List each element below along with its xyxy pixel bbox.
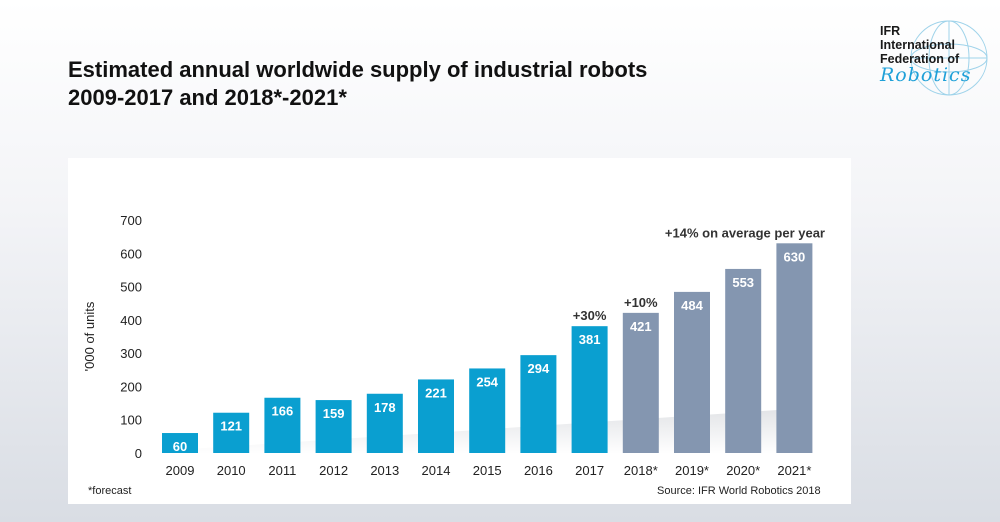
bar	[418, 379, 454, 453]
x-tick-label: 2017	[575, 463, 604, 478]
bar-value-label: 178	[374, 400, 396, 415]
growth-annotation: +10%	[624, 295, 658, 310]
title-line-1: Estimated annual worldwide supply of ind…	[68, 57, 648, 82]
logo-line-2: International	[880, 38, 956, 52]
bar	[315, 400, 352, 453]
growth-annotation: +14% on average per year	[665, 225, 825, 240]
logo-script: Robotics	[880, 64, 972, 86]
growth-annotation: +30%	[573, 308, 607, 323]
bar-value-label: 484	[681, 298, 703, 313]
x-tick-label: 2015	[473, 463, 502, 478]
bar	[162, 433, 198, 453]
bar-value-label: 630	[784, 249, 806, 264]
bar-chart: 0 100 200 300 400 500 600 700 '000 of units 60 200…	[82, 213, 825, 478]
y-tick-label: 700	[120, 213, 142, 228]
y-tick-label: 300	[120, 346, 142, 361]
bar-value-label: 159	[323, 406, 345, 421]
logo-line-3: Federation of	[880, 52, 960, 66]
y-tick-label: 200	[120, 379, 142, 394]
y-tick-label: 400	[120, 313, 142, 328]
x-tick-label: 2020*	[726, 463, 760, 478]
bar-value-label: 254	[476, 374, 498, 389]
x-tick-label: 2019*	[675, 463, 709, 478]
bar	[213, 412, 250, 453]
x-tick-label: 2014	[422, 463, 451, 478]
bar-value-label: 121	[220, 419, 242, 434]
y-axis-label: '000 of units	[82, 301, 97, 371]
bar-value-label: 553	[732, 275, 754, 290]
x-tick-label: 2018*	[624, 463, 658, 478]
x-tick-label: 2011	[268, 463, 296, 478]
bar-value-label: 60	[173, 439, 187, 454]
chart-title: Estimated annual worldwide supply of ind…	[68, 56, 647, 112]
bar	[264, 397, 301, 453]
x-tick-label: 2013	[370, 463, 399, 478]
bar	[520, 355, 557, 453]
source-note: Source: IFR World Robotics 2018	[657, 485, 821, 497]
x-tick-label: 2021*	[777, 463, 811, 478]
y-tick-label: 600	[120, 246, 142, 261]
bar	[674, 291, 710, 453]
x-tick-label: 2010	[217, 463, 246, 478]
ifr-logo: IFR International Federation of Robotics	[880, 20, 990, 104]
bar	[469, 368, 506, 453]
x-tick-label: 2009	[166, 463, 195, 478]
bar	[366, 393, 403, 453]
bar	[776, 243, 813, 453]
x-tick-label: 2012	[319, 463, 348, 478]
bar	[571, 326, 608, 453]
bar-value-label: 221	[425, 385, 447, 400]
y-tick-label: 0	[135, 446, 142, 461]
bar-value-label: 294	[528, 361, 550, 376]
bar-value-label: 381	[579, 332, 601, 347]
y-tick-label: 500	[120, 280, 142, 295]
chart-panel: 0 100 200 300 400 500 600 700 '000 of units 60 200…	[68, 158, 851, 504]
bar-value-label: 166	[272, 404, 294, 419]
logo-line-1: IFR	[880, 24, 901, 38]
footnote: *forecast	[88, 485, 132, 497]
bar	[622, 312, 659, 453]
globe-icon	[910, 20, 988, 96]
title-line-2: 2009-2017 and 2018*-2021*	[68, 85, 347, 110]
y-tick-label: 100	[120, 413, 142, 428]
bar	[725, 268, 762, 453]
x-tick-label: 2016	[524, 463, 553, 478]
bar-value-label: 421	[630, 319, 652, 334]
